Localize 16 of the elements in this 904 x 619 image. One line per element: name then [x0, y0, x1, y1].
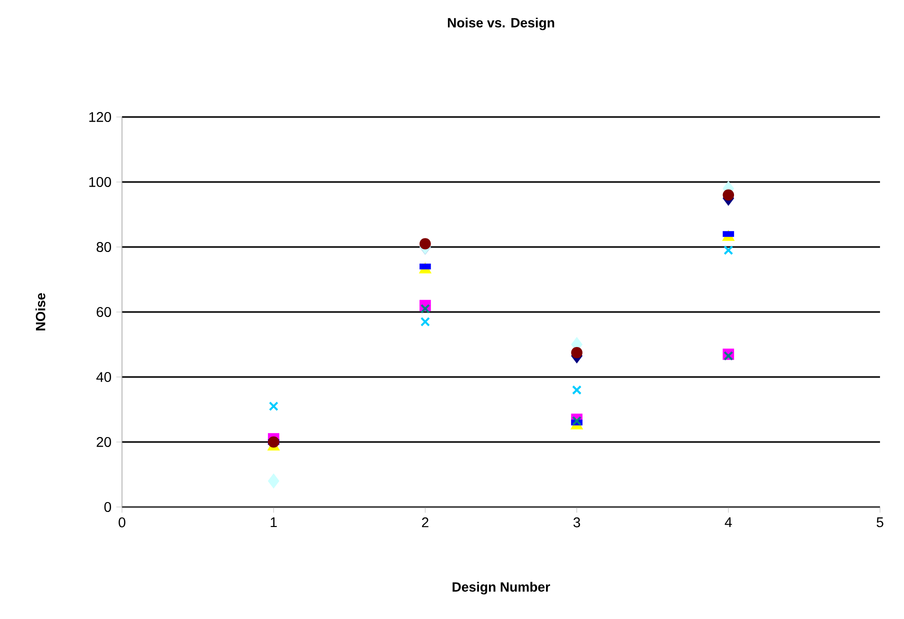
- x-tick-label: 3: [573, 517, 580, 528]
- x-tick-label: 0: [118, 517, 126, 528]
- chart-title: Noise vs. Design: [448, 18, 554, 30]
- y-tick-label: 0: [104, 502, 112, 512]
- x-tick-label: 5: [876, 517, 884, 528]
- y-tick-label: 120: [89, 112, 112, 122]
- y-tick-label: 20: [96, 437, 112, 447]
- x-tick-label: 4: [724, 517, 732, 528]
- y-tick-label: 40: [96, 372, 112, 382]
- y-tick-label: 80: [96, 242, 112, 252]
- x-axis-title: Design Number: [452, 582, 550, 594]
- x-tick-label: 2: [422, 517, 428, 528]
- y-axis-title: NOise: [35, 293, 46, 330]
- y-tick-label: 100: [89, 177, 112, 187]
- y-tick-label: 60: [96, 307, 112, 317]
- x-tick-label: 1: [270, 517, 277, 528]
